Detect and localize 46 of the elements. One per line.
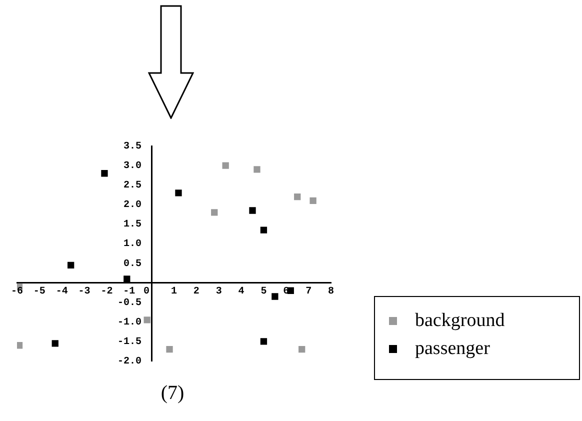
point [272,293,278,300]
text: (7) [160,382,186,405]
point [17,342,23,349]
point [68,262,74,269]
point [298,346,306,353]
x-tick-label: 5 [260,286,267,298]
x-tick-label: 3 [216,286,222,298]
legend-label: passenger [415,338,490,360]
point [211,209,218,216]
x-tick-label: -6 [10,286,24,298]
x-tick-label: -3 [78,286,90,298]
point [260,226,268,234]
x-tick-label: 4 [238,286,244,298]
point [310,197,316,204]
y-tick-label: 1.0 [124,239,142,250]
point [175,190,182,196]
x-tick-label: -1 [123,286,136,298]
point [260,338,268,345]
y-tick-label: 3.0 [124,161,142,172]
point [254,166,260,173]
point [124,276,130,282]
point [52,340,58,347]
y-tick-label: 1.5 [124,220,142,231]
y-tick-label: 2.5 [124,180,142,192]
x-tick-label: 1 [170,286,178,298]
y-tick-label: 0.5 [124,258,142,270]
point [249,207,256,214]
x-tick-label: -2 [100,286,113,298]
point [166,346,173,353]
x-tick-label: 0 [144,286,150,298]
y-tick-label: -2.0 [118,356,142,368]
y-tick-label: -1.5 [118,336,142,348]
x-tick-label: 8 [328,286,334,298]
point [294,193,301,200]
x-tick-label: 7 [306,286,312,298]
point [222,162,229,169]
y-tick-label: 2.0 [124,200,142,212]
point [101,170,108,177]
legend-label: background [415,310,505,332]
y-tick-label: 3.5 [124,142,142,153]
x-tick-label: 2 [193,286,200,298]
y-tick-label: -0.5 [118,298,142,309]
y-tick-label: -1.0 [118,317,142,328]
x-tick-label: -5 [33,286,46,298]
x-tick-label: -4 [56,286,68,298]
point [144,316,150,324]
